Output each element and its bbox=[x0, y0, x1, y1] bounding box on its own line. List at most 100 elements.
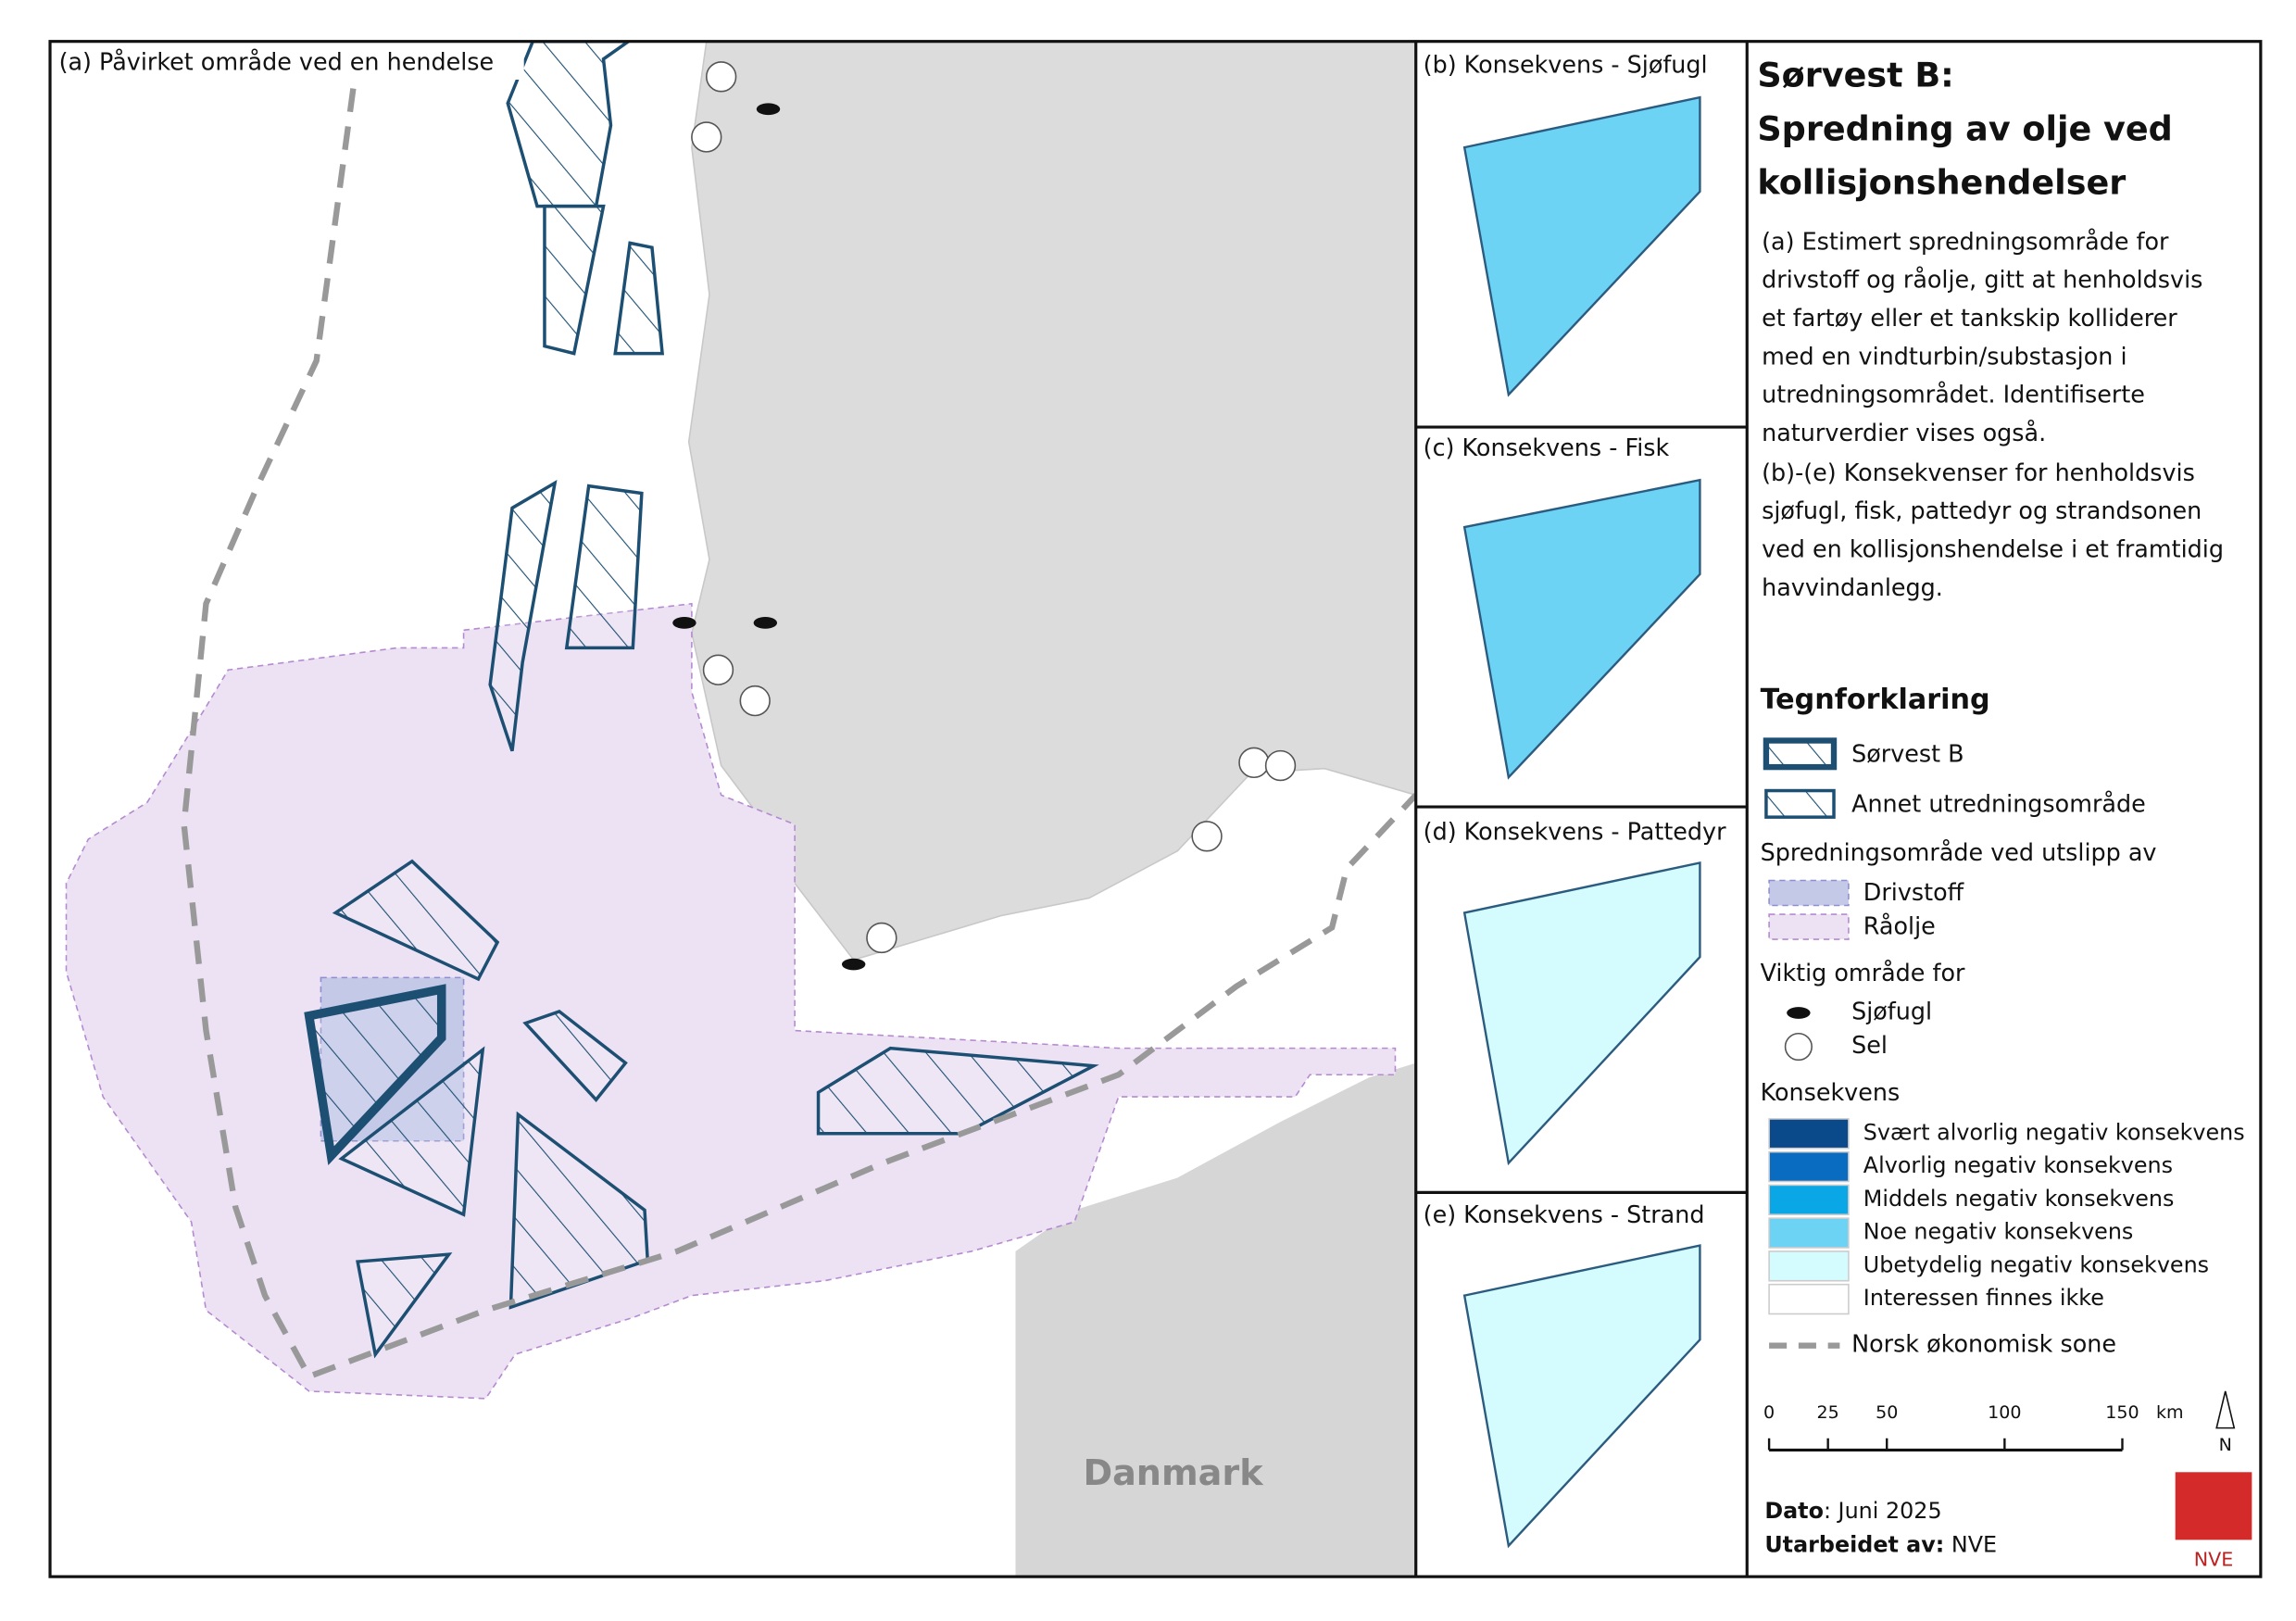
legend-item: Noe negativ konsekvens bbox=[1863, 1219, 2134, 1245]
legend-swatch bbox=[1764, 788, 1836, 819]
legend-swatch bbox=[1768, 1250, 1850, 1282]
seabird-icons bbox=[672, 103, 866, 971]
title-line: Sørvest B: bbox=[1757, 55, 1953, 94]
north-arrow bbox=[2215, 1390, 2236, 1429]
description-line: et fartøy eller et tankskip kolliderer bbox=[1762, 304, 2177, 332]
legend-swatch bbox=[1768, 913, 1850, 940]
seal-icons bbox=[691, 61, 1297, 954]
map-label: (a) Påvirket område ved en hendelse bbox=[59, 48, 495, 76]
scale-label: 100 bbox=[1988, 1402, 2021, 1423]
panel-label: (b) Konsekvens - Sjøfugl bbox=[1424, 51, 1708, 79]
sidebar: Tegnforklaring Sørvest B Annet utredning… bbox=[1757, 55, 2252, 1571]
description-line: naturverdier vises også. bbox=[1762, 419, 2046, 446]
map-a: (a) Påvirket område ved en hendelse Danm… bbox=[53, 41, 1416, 1577]
legend-item: Sel bbox=[1851, 1031, 1888, 1059]
panel-d-area bbox=[1462, 861, 1701, 1166]
study-area bbox=[522, 1009, 628, 1102]
legend-item: Annet utredningsområde bbox=[1851, 789, 2146, 817]
author-label: Utarbeidet av: bbox=[1764, 1531, 1944, 1557]
legend-item: Sjøfugl bbox=[1851, 998, 1932, 1025]
scale-unit: km bbox=[2156, 1402, 2184, 1423]
seal-icon bbox=[866, 922, 897, 954]
legend-item: Drivstoff bbox=[1863, 878, 1964, 906]
legend-swatch bbox=[1768, 1150, 1850, 1183]
crude-oil-area bbox=[65, 602, 1397, 1400]
study-area bbox=[356, 1252, 453, 1359]
panel-c-area bbox=[1462, 478, 1701, 780]
legend-swatch bbox=[1768, 1184, 1850, 1216]
sorvest-b bbox=[304, 984, 446, 1166]
author: Utarbeidet av: NVE bbox=[1764, 1531, 1997, 1557]
seal-icon bbox=[1191, 821, 1223, 852]
title-line: Spredning av olje ved bbox=[1757, 108, 2172, 148]
seal-icon bbox=[691, 121, 722, 153]
consequence-panels bbox=[1462, 95, 1701, 1549]
legend-swatch bbox=[1768, 1217, 1850, 1249]
date-label: Dato bbox=[1764, 1498, 1824, 1524]
study-area bbox=[543, 204, 606, 356]
description-line: sjøfugl, fisk, pattedyr og strandsonen bbox=[1762, 496, 2202, 524]
legend-subheading: Konsekvens bbox=[1761, 1078, 1901, 1106]
study-area bbox=[488, 479, 558, 752]
panel-label: (e) Konsekvens - Strand bbox=[1424, 1200, 1705, 1228]
frames bbox=[48, 40, 2263, 1578]
study-area bbox=[816, 1046, 1099, 1136]
outer-frame bbox=[48, 40, 2263, 1578]
legend-swatch bbox=[1768, 879, 1850, 907]
date: Dato: Juni 2025 bbox=[1764, 1498, 1941, 1524]
date-value: : Juni 2025 bbox=[1824, 1498, 1942, 1524]
panel-e-area bbox=[1462, 1244, 1701, 1549]
seabird-icon bbox=[841, 958, 866, 971]
scale-label: 25 bbox=[1817, 1402, 1839, 1423]
seal-icon bbox=[705, 61, 737, 93]
description-line: drivstoff og råolje, gitt at henholdsvis bbox=[1762, 266, 2202, 294]
title-line: kollisjonshendelser bbox=[1757, 162, 2126, 202]
denmark-land bbox=[1015, 1062, 1416, 1577]
legend-item: Norsk økonomisk sone bbox=[1851, 1330, 2116, 1358]
eez-line bbox=[181, 88, 1416, 1380]
study-area bbox=[332, 859, 500, 982]
legend-swatch bbox=[1768, 1118, 1850, 1150]
description-line: utredningsområdet. Identifiserte bbox=[1762, 381, 2145, 408]
legend-subheading: Spredningsområde ved utslipp av bbox=[1761, 838, 2157, 866]
seabird-icon bbox=[756, 103, 781, 116]
scale-label: 50 bbox=[1876, 1402, 1898, 1423]
legend-item: Ubetydelig negativ konsekvens bbox=[1863, 1251, 2209, 1277]
legend-subheading: Viktig område for bbox=[1761, 959, 1965, 986]
seal-icon bbox=[702, 654, 734, 685]
description-line: (b)-(e) Konsekvenser for henholdsvis bbox=[1762, 459, 2195, 486]
place-label: Danmark bbox=[1083, 1452, 1264, 1493]
legend-item: Råolje bbox=[1863, 911, 1936, 939]
legend-item: Alvorlig negativ konsekvens bbox=[1863, 1152, 2173, 1178]
study-area bbox=[506, 41, 632, 208]
study-areas bbox=[304, 41, 1099, 1359]
scale-label: 0 bbox=[1763, 1402, 1775, 1423]
seal-icon bbox=[739, 685, 771, 717]
description-line: havvindanlegg. bbox=[1762, 573, 1943, 601]
seabird-icon bbox=[753, 617, 778, 629]
author-value: NVE bbox=[1944, 1531, 1997, 1557]
legend-symbol bbox=[1784, 1032, 1813, 1062]
description-line: med en vindturbin/substasjon i bbox=[1762, 342, 2127, 370]
seal-icon bbox=[1264, 749, 1297, 782]
panel-label: (c) Konsekvens - Fisk bbox=[1424, 434, 1670, 461]
legend-swatch bbox=[1768, 1283, 1850, 1315]
logo-label: NVE bbox=[2194, 1549, 2234, 1571]
panel-label: (d) Konsekvens - Pattedyr bbox=[1424, 818, 1726, 846]
seabird-icon bbox=[672, 617, 696, 629]
study-area bbox=[564, 484, 644, 650]
legend-heading: Tegnforklaring bbox=[1761, 684, 1990, 716]
logo bbox=[2175, 1472, 2252, 1540]
legend-item: Svært alvorlig negativ konsekvens bbox=[1863, 1119, 2245, 1145]
legend-item: Middels negativ konsekvens bbox=[1863, 1186, 2175, 1212]
legend-symbol bbox=[1787, 1007, 1811, 1019]
scale-label: 150 bbox=[2105, 1402, 2139, 1423]
description-line: ved en kollisjonshendelse i et framtidig bbox=[1762, 535, 2224, 563]
seal-icon bbox=[1238, 747, 1270, 779]
study-area bbox=[613, 241, 665, 356]
description-line: (a) Estimert spredningsområde for bbox=[1762, 227, 2169, 255]
legend-item: Sørvest B bbox=[1851, 739, 1964, 767]
panel-b-area bbox=[1462, 95, 1701, 397]
label-bg bbox=[53, 44, 524, 81]
